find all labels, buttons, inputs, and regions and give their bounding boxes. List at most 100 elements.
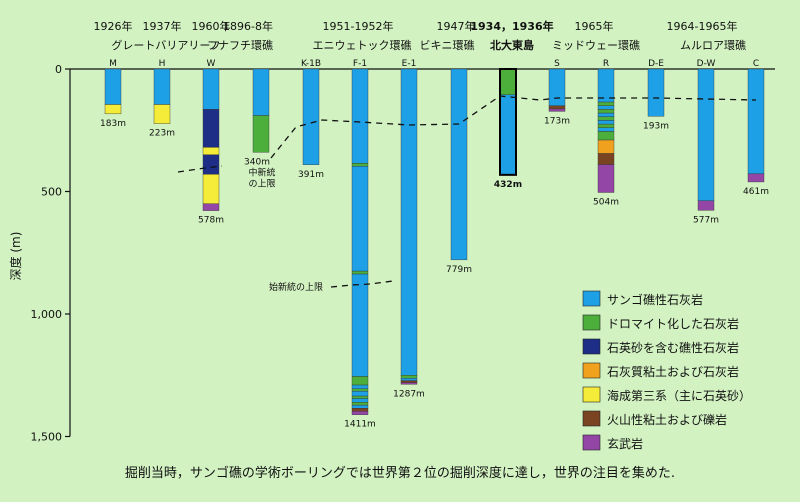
well-layer-dolomite (351, 163, 369, 167)
well-depth-label: 779m (446, 265, 472, 275)
well-layer-coral_limestone (351, 68, 369, 164)
eocene-boundary-label: 始新統の上限 (269, 281, 323, 293)
well-column (450, 68, 468, 261)
site-name: フナフチ環礁 (207, 38, 273, 52)
well-column (104, 68, 122, 115)
well-layer-coral_limestone (104, 68, 122, 105)
site-name: ムルロア環礁 (680, 38, 746, 52)
site-year: 1964-1965年 (667, 19, 738, 33)
well-depth-label: 577m (693, 215, 719, 225)
legend-swatch-marly_limestone (582, 362, 601, 379)
well-layer-coral_limestone (597, 68, 615, 103)
well-layer-coral_limestone (351, 166, 369, 272)
well-column (351, 68, 369, 415)
legend-swatch-quartz_sand_limestone (582, 338, 601, 355)
well-code: R (603, 59, 609, 69)
site-name: グレートバリアリーフ (111, 38, 220, 52)
well-layer-basalt (747, 173, 765, 183)
legend-label: 玄武岩 (607, 436, 643, 451)
well-layer-dolomite (351, 388, 369, 392)
well-layer-coral_limestone (697, 68, 715, 202)
well-layer-coral_limestone (153, 68, 171, 105)
well-column (597, 68, 615, 193)
well-layer-coral_limestone (597, 105, 615, 110)
well-layer-marly_limestone (597, 139, 615, 154)
well-layer-coral_limestone (597, 112, 615, 117)
well-column (400, 68, 418, 385)
well-code: F-1 (353, 59, 367, 69)
site-year: 1896-8年 (223, 19, 273, 33)
legend-label: 石英砂を含む礁性石灰岩 (607, 340, 739, 355)
well-layer-quartz_sand_limestone (202, 109, 220, 148)
well-code: K-1B (301, 59, 321, 69)
well-code: D-W (697, 59, 716, 69)
well-code: E-1 (402, 59, 417, 69)
well-code: W (207, 59, 216, 69)
well-code: M (109, 59, 117, 69)
well-layer-volcanic_clay (548, 105, 566, 110)
site-name: ミッドウェー環礁 (552, 38, 640, 52)
site-year: 1926年 (94, 19, 133, 33)
well-layer-volcanic_clay (351, 408, 369, 412)
well-layer-coral_limestone (202, 68, 220, 110)
well-depth-label: 578m (198, 216, 224, 226)
legend-label: ドロマイト化した石灰岩 (607, 316, 739, 331)
well-layer-coral_limestone (351, 398, 369, 403)
well-depth-label: 193m (643, 121, 669, 131)
well-layer-coral_limestone (499, 94, 517, 176)
well-depth-label: 183m (100, 119, 126, 129)
well-layer-basalt (697, 200, 715, 211)
well-layer-basalt (351, 411, 369, 415)
well-code: S (554, 59, 560, 69)
well-layer-basalt (597, 164, 615, 193)
well-layer-dolomite (597, 116, 615, 121)
site-year: 1947年 (437, 19, 476, 33)
well-layer-coral_limestone (747, 68, 765, 175)
well-layer-dolomite (351, 376, 369, 386)
well-column (747, 68, 765, 183)
legend-swatch-basalt (582, 434, 601, 451)
legend-swatch-volcanic_clay (582, 410, 601, 427)
legend-swatch-tertiary_quartz_sand (582, 386, 601, 403)
well-column (499, 68, 517, 176)
well-depth-label: 432m (494, 180, 522, 190)
site-year: 1951-1952年 (323, 19, 394, 33)
well-layer-dolomite (351, 402, 369, 406)
well-column (252, 68, 270, 153)
well-layer-basalt (202, 203, 220, 211)
legend-label: サンゴ礁性石灰岩 (607, 292, 703, 307)
well-depth-label: 504m (593, 197, 619, 207)
legend-label: 海成第三系（主に石英砂） (607, 388, 751, 403)
well-layer-coral_limestone (252, 68, 270, 116)
well-layer-quartz_sand_limestone (202, 154, 220, 175)
miocene-boundary-line (177, 165, 223, 173)
well-layer-coral_limestone (597, 127, 615, 132)
well-depth-label: 1287m (393, 389, 425, 399)
well-code: H (159, 59, 166, 69)
well-layer-tertiary_quartz_sand (104, 104, 122, 115)
site-year: 1934，1936年 (470, 19, 553, 33)
well-layer-basalt (400, 382, 418, 385)
well-layer-coral_limestone (351, 404, 369, 409)
well-depth-label: 461m (743, 187, 769, 197)
well-layer-coral_limestone (351, 390, 369, 397)
site-name: エニウェトック環礁 (313, 38, 412, 52)
well-layer-coral_limestone (302, 68, 320, 165)
well-layer-coral_limestone (548, 68, 566, 106)
well-layer-volcanic_clay (400, 380, 418, 383)
well-layer-tertiary_quartz_sand (153, 104, 171, 124)
site-name: 北大東島 (490, 38, 534, 52)
well-layer-dolomite (252, 115, 270, 153)
well-column (202, 68, 220, 211)
well-depth-label: 223m (149, 129, 175, 139)
well-layer-coral_limestone (351, 273, 369, 377)
miocene-boundary-label: の上限 (248, 178, 275, 189)
well-layer-volcanic_clay (597, 153, 615, 165)
well-column (153, 68, 171, 124)
well-layer-dolomite (597, 123, 615, 128)
legend-swatch-dolomite (582, 314, 601, 331)
well-layer-basalt (548, 108, 566, 112)
legend-label: 火山性粘土および礫岩 (607, 412, 727, 427)
well-layer-coral_limestone (400, 68, 418, 376)
